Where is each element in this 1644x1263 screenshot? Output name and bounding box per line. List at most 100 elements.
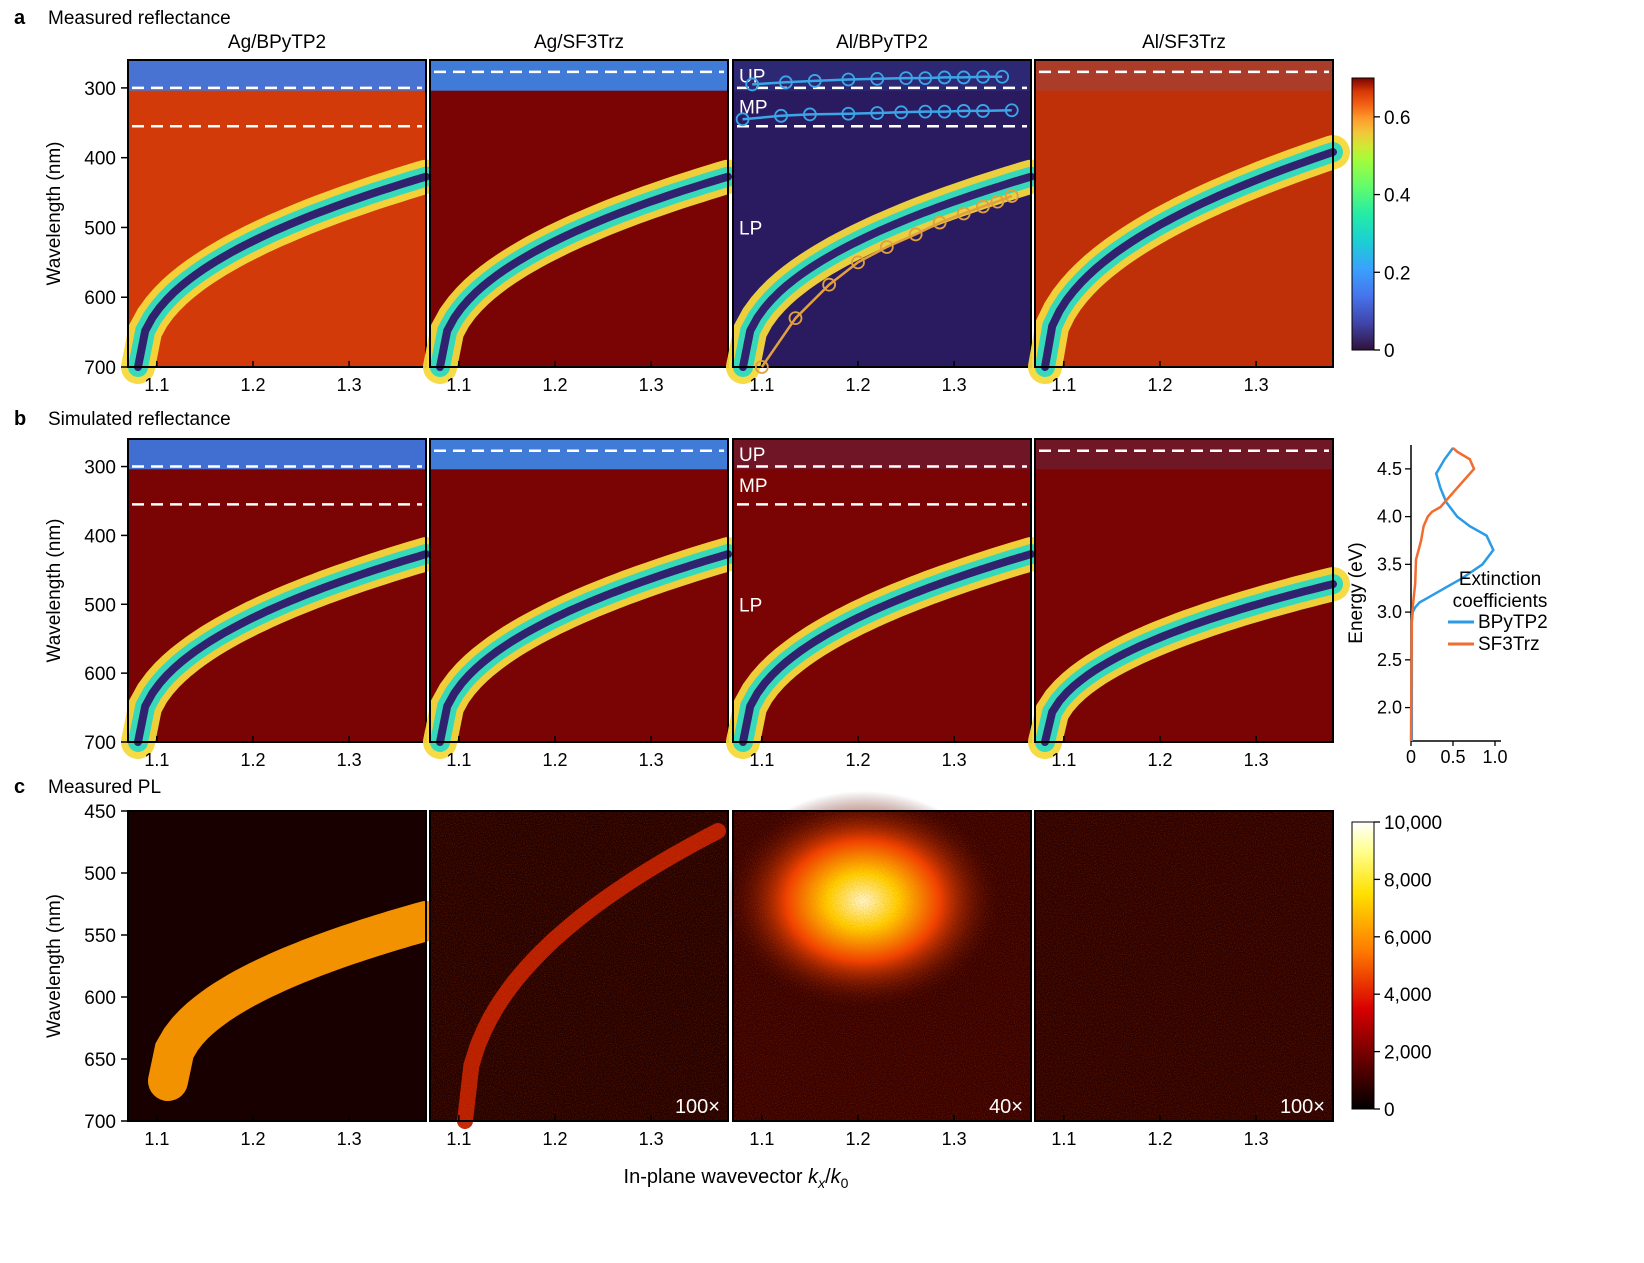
upper-band bbox=[128, 60, 426, 91]
fit-point-MP bbox=[894, 105, 909, 120]
colorbar-reflectance: 0 0.2 0.4 0.6 bbox=[1351, 77, 1411, 362]
subplot: 1.1 1.2 1.3 40× bbox=[723, 791, 1032, 1149]
fit-point-LP bbox=[932, 215, 947, 230]
subplot: 1.1 1.2 1.3 bbox=[1028, 438, 1350, 770]
y-tick-label: 500 bbox=[84, 864, 116, 885]
x-tick-label: 1.2 bbox=[240, 1129, 265, 1149]
x-tick-label: 1.1 bbox=[446, 1129, 471, 1149]
noise-overlay bbox=[1035, 811, 1333, 1121]
x-tick-label: 1.1 bbox=[1051, 1129, 1076, 1149]
multiplier-label: 100× bbox=[1280, 1096, 1325, 1118]
upper-band bbox=[430, 60, 728, 91]
dispersion-band-core bbox=[1041, 580, 1337, 746]
fit-point-UP bbox=[807, 74, 822, 88]
x-tick-label: 1.2 bbox=[542, 375, 567, 395]
x-tick-label: 1.2 bbox=[845, 1129, 870, 1149]
x-tick-label: 1.3 bbox=[639, 1129, 664, 1149]
subplot-frame bbox=[732, 59, 1032, 368]
y-tick-label: 4.5 bbox=[1377, 459, 1402, 479]
x-tick-label: 1.0 bbox=[1482, 747, 1507, 767]
column-title: Al/SF3Trz bbox=[1142, 32, 1226, 53]
colorbar-tick-label: 0.6 bbox=[1384, 108, 1410, 129]
y-tick-label: 600 bbox=[84, 288, 116, 309]
x-tick-label: 1.1 bbox=[749, 375, 774, 395]
fit-point-MP bbox=[918, 104, 933, 119]
x-axis-label: In-plane wavevector kx/k0 bbox=[624, 1166, 849, 1191]
x-tick-label: 1.2 bbox=[845, 375, 870, 395]
fit-point-LP bbox=[908, 227, 923, 242]
colorbar-tick-label: 0 bbox=[1384, 1100, 1395, 1121]
fit-point-LP bbox=[1004, 189, 1019, 203]
x-tick-label: 1.2 bbox=[845, 750, 870, 770]
panel-letter: b bbox=[14, 408, 26, 430]
x-tick-label: 1.1 bbox=[144, 375, 169, 395]
x-tick-label: 1.2 bbox=[542, 1129, 567, 1149]
column-title: Ag/SF3Trz bbox=[534, 32, 624, 53]
colorbar-pl: 0 2,000 4,000 6,000 8,000 10,000 bbox=[1351, 813, 1442, 1121]
fit-point-UP bbox=[937, 70, 952, 85]
colorbar-tick-label: 0.2 bbox=[1384, 263, 1410, 284]
panel-title: Measured reflectance bbox=[48, 8, 231, 29]
y-tick-label: 600 bbox=[84, 664, 116, 685]
y-tick-label: 3.5 bbox=[1377, 554, 1402, 574]
multiplier-label: 40× bbox=[989, 1096, 1023, 1118]
subplot-frame bbox=[1034, 810, 1334, 1122]
x-tick-label: 1.2 bbox=[1147, 1129, 1172, 1149]
fit-point-LP bbox=[788, 311, 803, 326]
subplot-frame bbox=[1034, 438, 1334, 743]
upper-band bbox=[733, 439, 1031, 470]
x-tick-label: 1.2 bbox=[1147, 750, 1172, 770]
fit-point-MP bbox=[1004, 103, 1019, 118]
x-tick-label: 1.3 bbox=[1244, 750, 1269, 770]
y-tick-label: 550 bbox=[84, 926, 116, 947]
x-tick-label: 1.1 bbox=[446, 750, 471, 770]
fit-point-MP bbox=[870, 106, 885, 120]
region-label: LP bbox=[739, 218, 762, 239]
upper-band bbox=[1035, 60, 1333, 91]
fit-point-UP bbox=[976, 69, 990, 84]
multiplier-label: 100× bbox=[675, 1096, 720, 1118]
y-axis-label: Wavelength (nm) bbox=[44, 894, 65, 1038]
colorbar-gradient bbox=[1351, 821, 1375, 1110]
subplot: 1.1 1.2 1.3 Ag/BPyTP2 bbox=[121, 32, 443, 395]
legend-title: coefficients bbox=[1453, 591, 1548, 612]
y-tick-label: 2.5 bbox=[1377, 650, 1402, 670]
colorbar-tick-label: 10,000 bbox=[1384, 813, 1442, 834]
upper-band bbox=[128, 439, 426, 470]
panel-title: Simulated reflectance bbox=[48, 409, 231, 430]
noise-overlay bbox=[733, 811, 1031, 1121]
colorbar-tick-label: 6,000 bbox=[1384, 928, 1432, 949]
dispersion-band-core bbox=[1041, 148, 1337, 371]
y-tick-label: 650 bbox=[84, 1050, 116, 1071]
fit-point-UP bbox=[918, 71, 933, 86]
region-label: UP bbox=[739, 66, 765, 87]
x-tick-label: 0 bbox=[1406, 747, 1416, 767]
subplot-frame bbox=[127, 810, 427, 1122]
subplot-frame bbox=[429, 810, 729, 1122]
fit-point-UP bbox=[778, 75, 793, 90]
subplot: 1.1 1.2 1.3 Al/BPyTP2 UP MP LP bbox=[726, 32, 1048, 395]
x-tick-label: 1.3 bbox=[337, 750, 362, 770]
colorbar-tick-label: 2,000 bbox=[1384, 1043, 1432, 1064]
region-label: MP bbox=[739, 476, 768, 497]
fit-point-MP bbox=[841, 106, 856, 121]
subplot: 1.1 1.2 1.3 Al/SF3Trz bbox=[1028, 32, 1350, 395]
fit-point-MP bbox=[735, 112, 750, 127]
fit-point-LP bbox=[754, 360, 769, 374]
fit-line-LP bbox=[760, 194, 1013, 368]
x-tick-label: 1.3 bbox=[942, 375, 967, 395]
y-tick-label: 300 bbox=[84, 458, 116, 479]
fit-point-LP bbox=[822, 277, 837, 292]
column-title: Ag/BPyTP2 bbox=[228, 32, 326, 53]
dispersion-band-core bbox=[739, 550, 1035, 746]
extinction-plot: 2.0 2.5 3.0 3.5 4.0 4.5 0 0.5 1.0 Energy (eV) Exti… bbox=[1346, 445, 1548, 767]
fit-point-UP bbox=[899, 71, 913, 86]
legend-label: SF3Trz bbox=[1478, 634, 1540, 655]
fit-point-LP bbox=[976, 199, 990, 214]
subplot-frame bbox=[732, 438, 1032, 743]
dispersion-band-core bbox=[436, 550, 732, 746]
dispersion-band-core bbox=[436, 172, 732, 371]
x-tick-label: 1.3 bbox=[942, 1129, 967, 1149]
pl-emission-band bbox=[148, 901, 446, 1101]
fit-point-UP bbox=[995, 69, 1010, 84]
